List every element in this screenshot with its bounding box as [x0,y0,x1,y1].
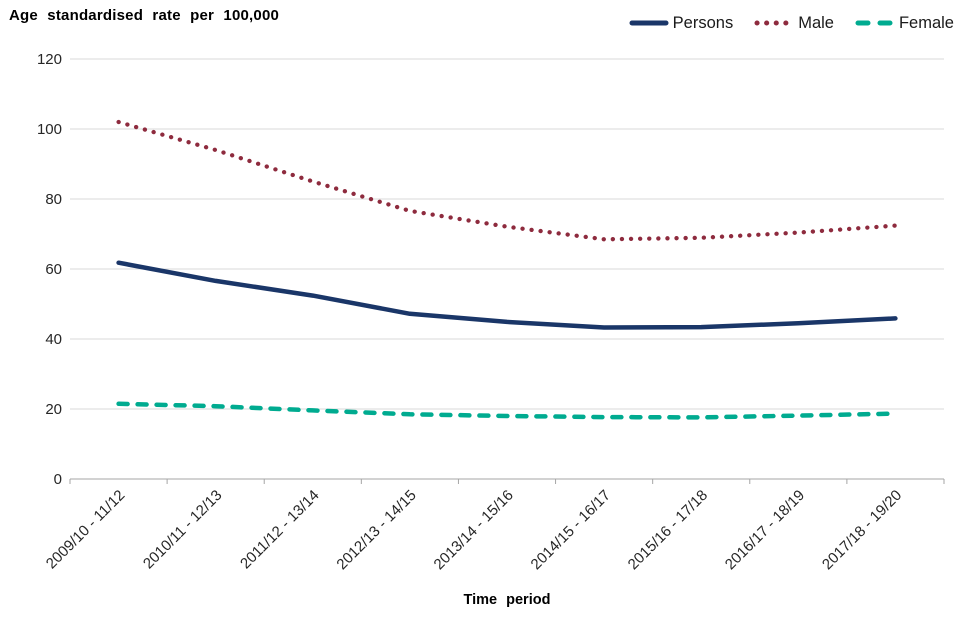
x-tick-label-4: 2013/14 - 15/16 [430,487,516,573]
y-tick-label-100: 100 [37,121,62,138]
legend-label: Female [898,13,954,32]
x-tick-label-2: 2011/12 - 13/14 [237,487,323,573]
x-tick-label-8: 2017/18 - 19/20 [819,487,905,573]
legend: Persons Male Female [600,10,954,36]
y-tick-label-120: 120 [37,51,62,68]
legend-dotted-line-icon [754,20,794,26]
x-axis-title: Time period [463,592,551,608]
legend-item-male: Male [753,14,834,33]
x-tick-label-3: 2012/13 - 14/15 [333,487,419,573]
legend-label: Persons [672,13,734,32]
x-tick-label-7: 2016/17 - 18/19 [722,487,808,573]
legend-solid-line-icon [629,20,669,26]
legend-item-persons: Persons [628,13,734,33]
x-tick-label-0: 2009/10 - 11/12 [43,487,129,573]
x-tick-label-5: 2014/15 - 16/17 [528,487,614,573]
chart-title: Age standardised rate per 100,000 [9,7,280,24]
series-line-persons [116,260,898,330]
x-tick-label-6: 2015/16 - 17/18 [625,487,711,573]
legend-label: Male [798,13,834,32]
x-tick-label-1: 2010/11 - 12/13 [140,487,226,573]
legend-dashed-line-icon [855,20,895,26]
y-tick-label-40: 40 [45,331,62,348]
y-tick-label-20: 20 [45,401,62,418]
y-tick-label-60: 60 [45,261,62,278]
legend-item-female: Female [854,14,954,33]
series-line-male [116,119,898,242]
series-line-female [116,401,898,420]
y-tick-label-80: 80 [45,191,62,208]
y-tick-label-0: 0 [54,471,62,488]
